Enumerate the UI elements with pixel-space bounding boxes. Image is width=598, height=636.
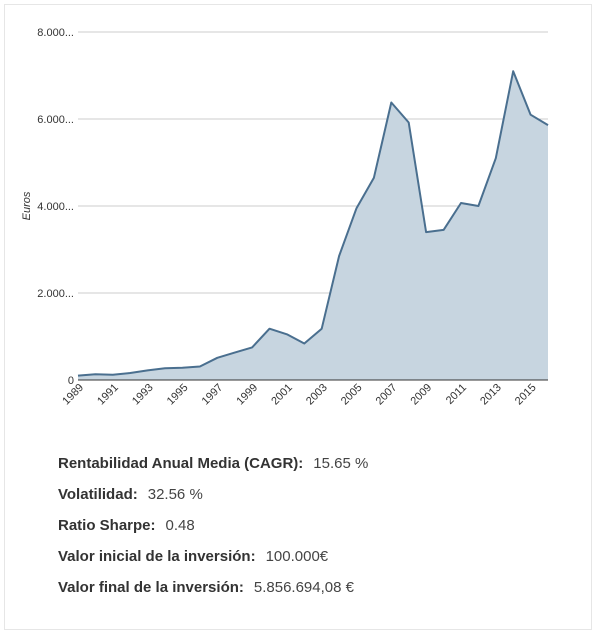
x-tick-label: 2009 [408, 382, 434, 408]
y-tick-label: 6.000... [37, 114, 74, 126]
x-tick-label: 2001 [269, 382, 295, 408]
x-tick-label: 2011 [444, 382, 469, 407]
stats-panel: Rentabilidad Anual Media (CAGR): 15.65 % … [58, 448, 368, 603]
x-tick-label: 1995 [165, 382, 191, 408]
stat-row-final-value: Valor final de la inversión: 5.856.694,08… [58, 572, 368, 603]
stat-row-cagr: Rentabilidad Anual Media (CAGR): 15.65 % [58, 448, 368, 479]
stat-value: 5.856.694,08 € [253, 579, 354, 596]
stat-value: 0.48 [165, 517, 195, 534]
x-tick-label: 2007 [374, 382, 400, 408]
x-tick-label: 1999 [234, 382, 260, 408]
x-tick-label: 1993 [130, 382, 156, 408]
y-tick-label: 8.000... [37, 27, 74, 39]
stat-label: Valor inicial de la inversión: [58, 548, 256, 565]
stat-label: Volatilidad: [58, 486, 138, 503]
x-tick-label: 1991 [95, 382, 121, 408]
x-tick-label: 1989 [60, 382, 86, 408]
stat-value: 15.65 % [313, 455, 369, 472]
stat-row-initial-value: Valor inicial de la inversión: 100.000€ [58, 541, 368, 572]
series-line [77, 70, 549, 377]
y-tick-label: 4.000... [37, 201, 74, 213]
stat-label: Rentabilidad Anual Media (CAGR): [58, 455, 304, 472]
y-tick-labels: 0 2.000... 4.000... 6.000... 8.000... [37, 27, 74, 387]
stat-label: Ratio Sharpe: [58, 517, 156, 534]
y-tick-label: 2.000... [37, 288, 74, 300]
x-tick-label: 2005 [339, 382, 365, 408]
y-axis-label: Euros [21, 191, 33, 220]
area-chart: 02.000...4.000...6.000...8.000... 1989 19… [21, 27, 549, 408]
x-tick-label: 2003 [304, 382, 330, 408]
area-fill [78, 71, 548, 380]
x-tick-label: 2015 [513, 382, 539, 408]
stat-label: Valor final de la inversión: [58, 579, 244, 596]
y-tick-label: 0 [68, 375, 74, 387]
stat-row-volatility: Volatilidad: 32.56 % [58, 479, 368, 510]
stat-value: 100.000€ [265, 548, 329, 565]
x-tick-labels: 1989 1991 1993 1995 1997 1999 2001 2003 2005 2007… [60, 382, 538, 408]
stat-row-sharpe: Ratio Sharpe: 0.48 [58, 510, 368, 541]
x-tick-label: 2013 [478, 382, 504, 408]
x-tick-label: 1997 [200, 382, 226, 408]
stat-value: 32.56 % [147, 486, 203, 503]
